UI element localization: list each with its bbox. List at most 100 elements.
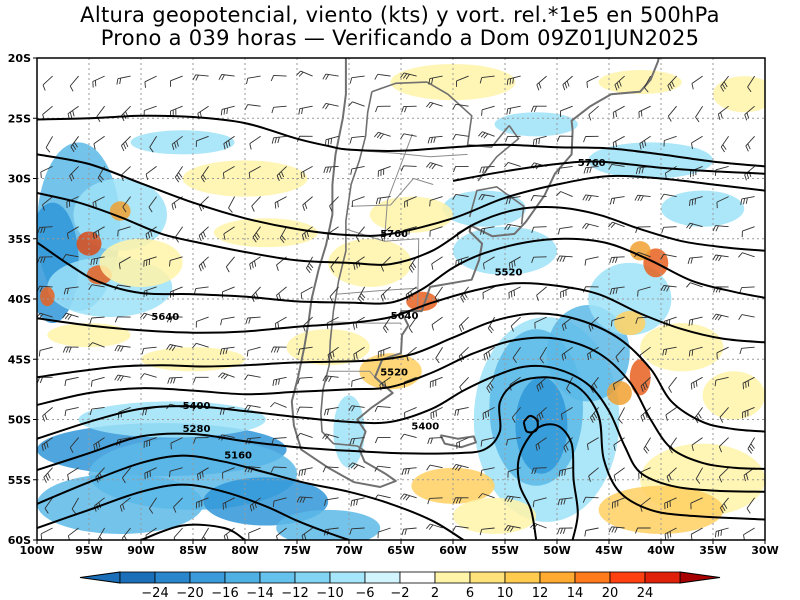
wind-barb: [557, 527, 573, 535]
wind-barb: [119, 497, 131, 512]
wind-barb: [298, 105, 313, 115]
wind-barb: [271, 135, 287, 144]
wind-barb: [252, 226, 261, 243]
wind-barb: [504, 161, 521, 168]
vorticity-area: [702, 371, 765, 420]
wind-barb: [62, 312, 79, 320]
wind-barb: [348, 101, 365, 107]
wind-barb: [248, 166, 261, 179]
wind-barb: [531, 467, 547, 475]
wind-barb: [66, 226, 79, 240]
height-contour: [37, 237, 765, 305]
wind-barb: [121, 105, 131, 122]
height-contour: [37, 312, 765, 433]
vorticity-colorbar: −24 −20 −16 −14 −12 −10 −6 −2 2 6 10 12 14 20 24: [79, 571, 721, 600]
colorbar-left-arrow: [79, 571, 121, 584]
wind-barb: [408, 256, 417, 273]
wind-barb: [452, 133, 469, 140]
vorticity-area: [390, 64, 516, 101]
wind-barb: [695, 105, 703, 123]
wind-barb: [508, 286, 521, 299]
wind-barb: [582, 194, 599, 202]
wind-barb: [531, 226, 547, 234]
wind-barb: [530, 162, 547, 170]
lat-tick-label: 30S: [8, 173, 31, 186]
height-contour: [37, 114, 765, 168]
wind-barb: [532, 497, 547, 508]
wind-barb: [664, 527, 677, 540]
wind-barb: [169, 467, 183, 478]
contour-label: 5400: [411, 422, 439, 433]
wind-barb: [539, 346, 547, 364]
wind-barb: [637, 286, 651, 297]
wind-barb: [353, 256, 365, 270]
title-line-2: Prono a 039 horas — Verificando a Dom 09…: [100, 26, 700, 50]
wind-barb: [584, 256, 599, 266]
wind-barb: [297, 376, 313, 385]
wind-barb: [536, 376, 547, 392]
wind-barb: [193, 437, 209, 444]
wind-barb: [531, 256, 547, 264]
wind-barb: [512, 346, 521, 364]
wind-barb: [348, 405, 365, 412]
wind-barb: [90, 256, 105, 266]
wind-barb: [720, 75, 729, 92]
wind-barb: [613, 467, 625, 482]
wind-barb: [615, 346, 625, 363]
colorbar-swatch: [574, 571, 611, 584]
lon-tick-label: 75W: [283, 544, 310, 557]
vorticity-area: [359, 353, 422, 390]
wind-barb: [716, 196, 729, 209]
wind-barb: [141, 346, 157, 355]
colorbar-swatch: [644, 571, 681, 584]
wind-barb: [323, 165, 339, 174]
colorbar-label: −10: [316, 586, 343, 600]
wind-barb: [712, 286, 729, 293]
province-border: [359, 150, 468, 158]
wind-barb: [192, 74, 209, 81]
wind-barb: [272, 497, 287, 508]
wind-barb: [296, 70, 313, 77]
wind-barb: [383, 316, 391, 334]
wind-barb: [694, 407, 703, 424]
wind-barb: [452, 463, 469, 471]
lat-tick-label: 60S: [8, 534, 31, 547]
wind-barb: [479, 165, 495, 174]
wind-barb: [714, 376, 729, 387]
wind-barb: [122, 527, 131, 540]
wind-barb: [348, 462, 365, 470]
country-border: [468, 186, 525, 225]
wind-barb: [88, 284, 105, 291]
province-border: [329, 370, 376, 378]
wind-barb: [712, 254, 729, 262]
wind-barb: [608, 221, 625, 228]
wind-barb: [452, 165, 469, 173]
wind-barb: [37, 226, 53, 234]
wind-barb: [479, 527, 495, 536]
wind-barb: [198, 226, 209, 242]
wind-barb: [220, 316, 235, 326]
wind-barb: [401, 467, 417, 475]
wind-barb: [118, 256, 131, 270]
wind-barb: [377, 527, 391, 539]
wind-barb: [143, 437, 157, 448]
colorbar-swatch: [364, 571, 401, 584]
wind-barb: [720, 136, 729, 153]
lon-tick-label: 30W: [751, 544, 778, 557]
wind-barb: [511, 407, 521, 423]
wind-barb: [222, 166, 235, 179]
wind-barb: [480, 226, 495, 235]
wind-barb: [719, 407, 729, 423]
wind-barb: [746, 497, 755, 514]
wind-barb: [167, 376, 183, 384]
wind-barb: [695, 467, 703, 484]
wind-barb: [452, 193, 469, 200]
wind-barb: [428, 75, 443, 85]
contour-label: 5520: [380, 368, 408, 379]
wind-barb: [225, 256, 235, 273]
wind-barb: [45, 136, 53, 153]
wind-barb: [590, 407, 599, 423]
wind-barb: [611, 497, 625, 509]
contour-label: 5400: [183, 401, 211, 412]
wind-barb: [42, 196, 53, 211]
